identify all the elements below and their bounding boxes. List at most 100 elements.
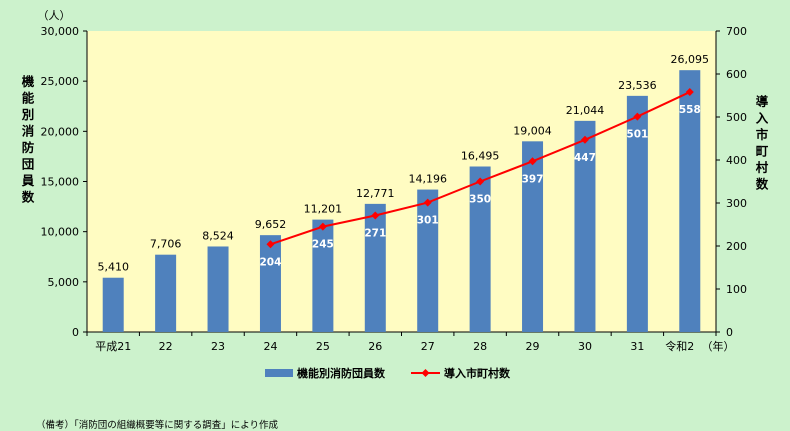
x-tick-label: 令和2 [665, 339, 694, 353]
line-value-label: 501 [626, 129, 648, 141]
axis-title-char: 機 [22, 74, 35, 89]
right-tick-label: 100 [726, 283, 747, 296]
right-tick-labels: 0 100 200 300 400 500 600 700 [726, 25, 747, 339]
bar [259, 235, 281, 332]
line-marker [685, 88, 694, 97]
bar-value-label: 9,652 [255, 218, 287, 231]
legend-bar-label: 機能別消防団員数 [297, 366, 386, 380]
bar-value-label: 23,536 [618, 79, 657, 92]
bar-value-label: 7,706 [150, 238, 182, 251]
line-value-label: 447 [574, 152, 596, 164]
right-tick-label: 600 [726, 68, 747, 81]
bar [522, 141, 544, 332]
line-marker [423, 198, 432, 207]
x-axis-unit: （年） [702, 339, 735, 353]
bar-data-labels: 5,410 7,706 8,524 9,652 11,201 12,771 14,196 16… [97, 53, 709, 274]
line-value-label: 204 [259, 256, 281, 268]
right-tick-label: 700 [726, 25, 747, 38]
x-tick-label: 31 [630, 340, 644, 353]
legend-line-marker [421, 369, 430, 377]
line-marker [528, 157, 537, 166]
line-value-label: 350 [469, 194, 491, 206]
left-tick-label: 25,000 [41, 75, 80, 88]
left-axis-unit: （人） [38, 9, 71, 22]
x-tick-label: 22 [159, 340, 173, 353]
axis-title-char: 数 [755, 177, 769, 192]
axes [83, 30, 720, 336]
bar-value-label: 8,524 [202, 229, 234, 242]
line-value-label: 301 [417, 215, 439, 227]
x-tick-label: 27 [421, 340, 435, 353]
axis-title-char: 員 [21, 173, 35, 188]
axis-title-char: 団 [22, 157, 35, 172]
bar-value-label: 12,771 [356, 187, 395, 200]
x-tick-label: 23 [211, 340, 225, 353]
plot-area [87, 31, 716, 332]
bar [207, 246, 229, 332]
axis-title-char: 村 [756, 160, 769, 175]
x-tick-labels: 平成21 22 23 24 25 26 27 28 29 30 31 令和2 [95, 339, 694, 353]
axis-title-char: 能 [22, 91, 35, 106]
bar [417, 189, 439, 332]
line-marker [371, 211, 380, 220]
bar-value-label: 26,095 [671, 53, 710, 66]
left-tick-label: 20,000 [41, 125, 80, 138]
bar-value-label: 21,044 [566, 104, 605, 117]
bar-value-label: 5,410 [97, 261, 129, 274]
line-value-label: 397 [522, 173, 544, 185]
left-axis-title: 機能別消防団員数 [21, 74, 35, 205]
legend-bar-swatch [265, 369, 293, 377]
axis-title-char: 導 [756, 94, 769, 109]
axis-title-char: 数 [21, 190, 35, 205]
right-tick-label: 0 [726, 326, 733, 339]
left-tick-label: 10,000 [41, 226, 80, 239]
axis-title-char: 入 [756, 111, 769, 126]
right-tick-label: 500 [726, 111, 747, 124]
legend-line-label: 導入市町村数 [444, 366, 511, 380]
legend: 機能別消防団員数 導入市町村数 [265, 366, 511, 380]
x-tick-label: 29 [526, 340, 540, 353]
bar [312, 219, 334, 332]
bar [679, 70, 701, 332]
x-tick-label: 25 [316, 340, 330, 353]
right-tick-label: 400 [726, 154, 747, 167]
bar-value-label: 19,004 [513, 124, 552, 137]
line-marker [318, 222, 327, 231]
bar [155, 254, 177, 332]
right-axis-title: 導入市町村数 [755, 94, 769, 192]
line-marker [266, 240, 275, 249]
axis-title-char: 別 [21, 107, 35, 122]
x-tick-label: 30 [578, 340, 592, 353]
left-tick-labels: 0 5,000 10,000 15,000 20,000 25,000 30,000 [41, 25, 80, 339]
right-tick-label: 200 [726, 240, 747, 253]
bar [469, 166, 491, 332]
line-value-label: 245 [312, 239, 334, 251]
bar [574, 120, 596, 332]
right-tick-label: 300 [726, 197, 747, 210]
axis-title-char: 町 [756, 144, 769, 159]
axis-title-char: 防 [22, 140, 35, 155]
line-marker [633, 112, 642, 121]
bar-value-label: 14,196 [408, 173, 447, 186]
bar [626, 95, 648, 332]
line-data-labels: 204 245 271 301 350 397 447 501 558 [259, 104, 700, 268]
x-tick-label: 28 [473, 340, 487, 353]
line-series [266, 88, 694, 249]
line-value-label: 271 [364, 227, 386, 239]
line-marker [476, 177, 485, 186]
axis-title-char: 消 [22, 124, 35, 139]
x-tick-label: 26 [368, 340, 382, 353]
left-tick-label: 5,000 [48, 276, 80, 289]
bar [102, 277, 124, 332]
bar-value-label: 11,201 [304, 203, 343, 216]
axis-title-char: 市 [756, 127, 769, 142]
left-tick-label: 0 [72, 326, 79, 339]
line-marker [580, 135, 589, 144]
bar-value-label: 16,495 [461, 150, 500, 163]
bar-series [102, 70, 701, 332]
bar [364, 203, 386, 332]
line-value-label: 558 [679, 104, 701, 116]
x-tick-label: 24 [263, 340, 277, 353]
